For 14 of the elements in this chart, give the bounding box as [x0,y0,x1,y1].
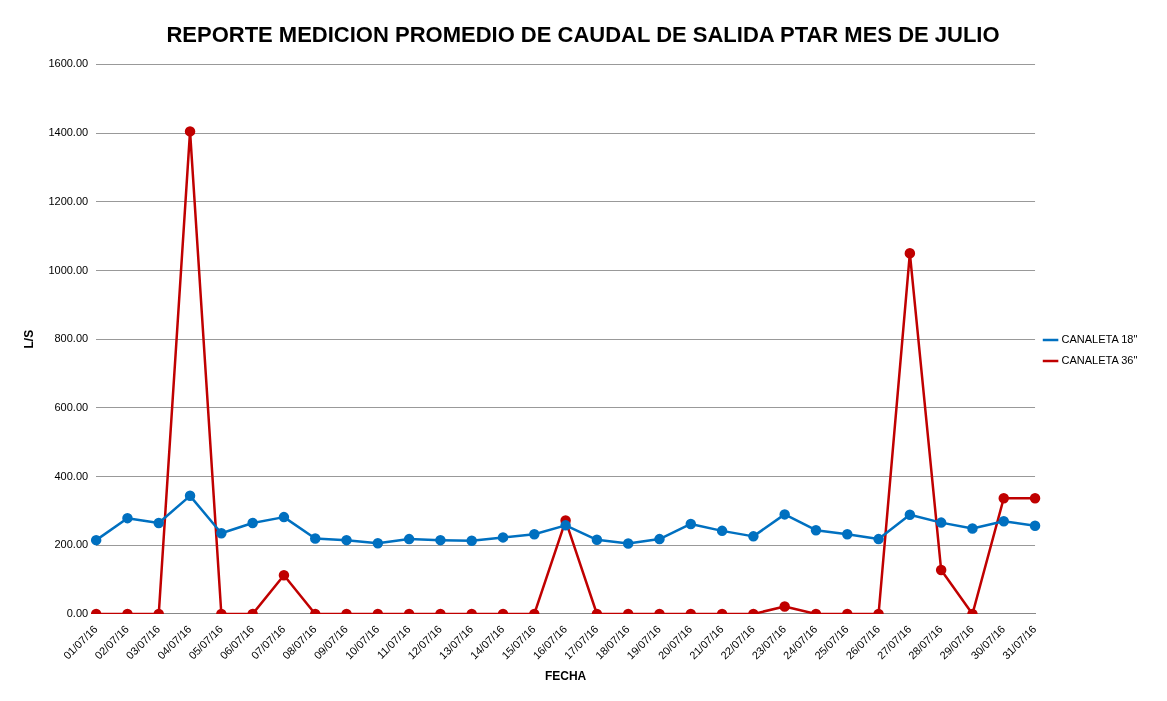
y-tick-label: 1000.00 [48,263,89,276]
chart-title: REPORTE MEDICION PROMEDIO DE CAUDAL DE SALIDA PTAR MES DE JULIO [166,22,1000,48]
y-tick-label: 1600.00 [48,57,89,70]
y-tick-label: 600.00 [54,400,89,413]
y-tick-label: 0.00 [66,607,89,620]
y-tick-label: 800.00 [54,332,89,345]
y-axis-title: L/S [21,329,36,349]
y-tick-label: 400.00 [54,469,89,482]
y-tick-label: 1200.00 [48,194,89,207]
legend-label: CANALETA 18" [1061,333,1138,346]
x-axis-title: FECHA [544,669,587,684]
y-tick-label: 1400.00 [48,126,89,139]
legend-label: CANALETA 36" [1061,354,1138,367]
y-tick-label: 200.00 [54,538,89,551]
